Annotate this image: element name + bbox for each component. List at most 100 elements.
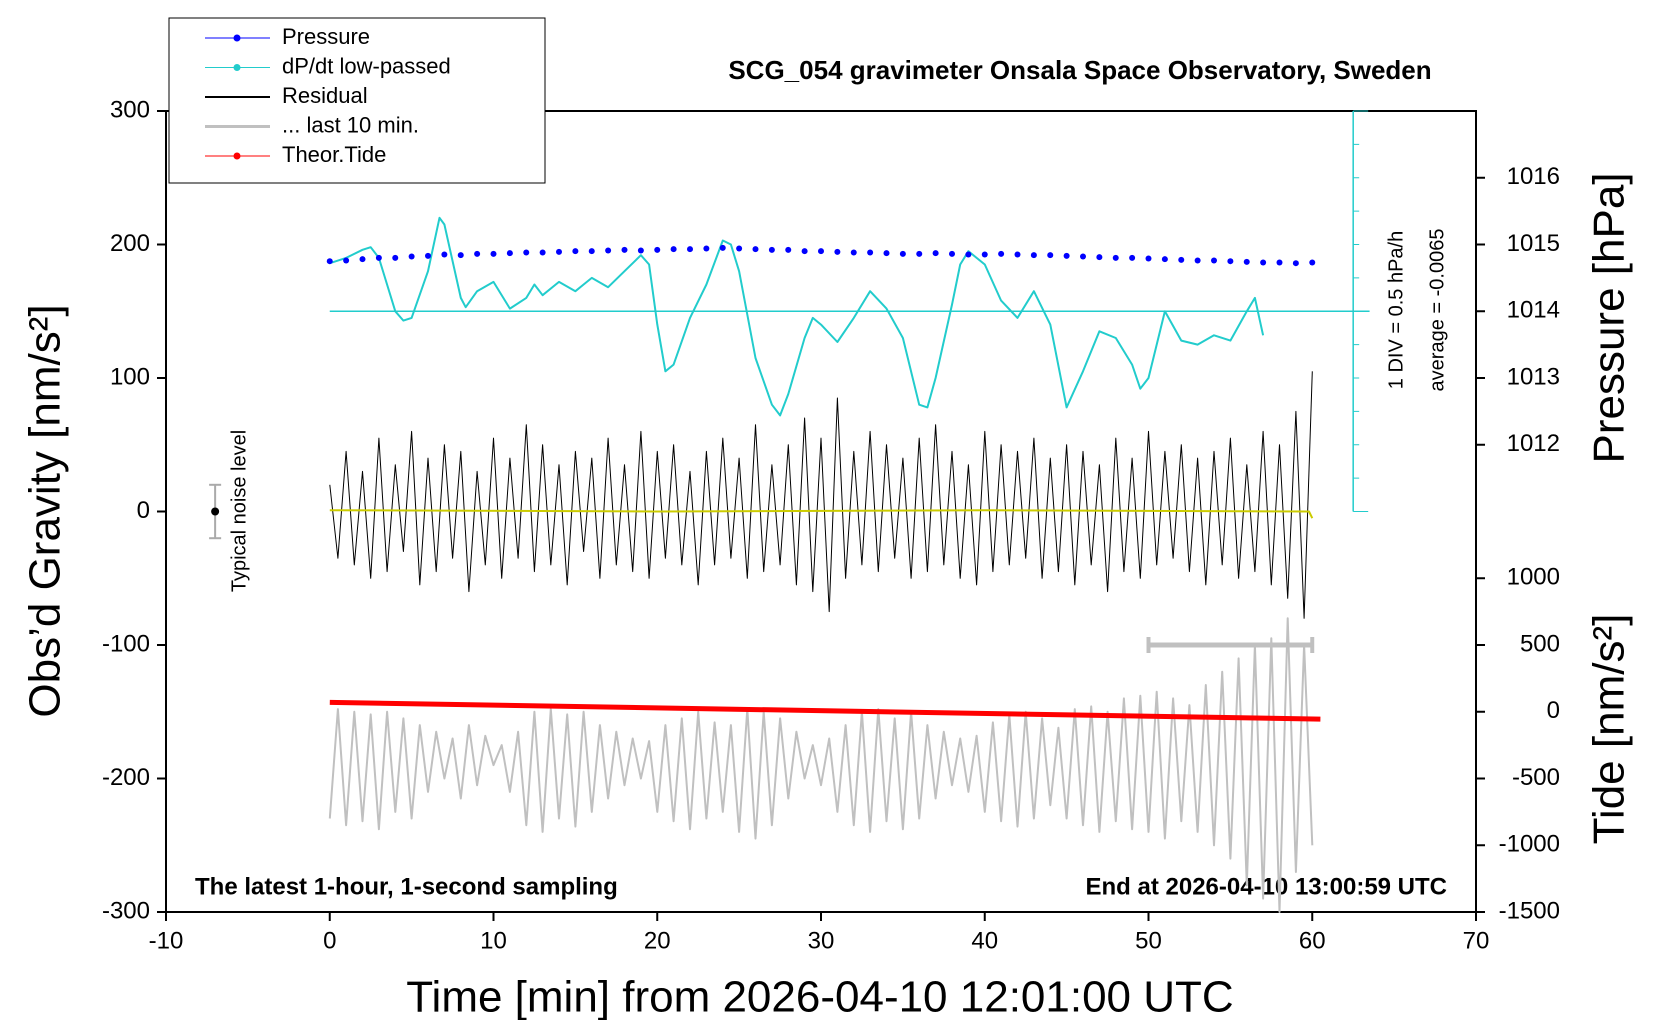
chart-title: SCG_054 gravimeter Onsala Space Observat… [728, 55, 1431, 85]
pressure-dot [768, 246, 775, 253]
x-tick-label: 50 [1135, 927, 1162, 954]
pressure-dot [1047, 252, 1054, 259]
pressure-dot [408, 253, 415, 260]
pressure-dot [539, 249, 546, 256]
legend-label: Pressure [282, 24, 370, 49]
pressure-dot [818, 248, 824, 255]
y2-tick-label: 1014 [1507, 297, 1560, 324]
legend-label: dP/dt low-passed [282, 53, 451, 78]
y2-axis-label: Pressure [hPa] [1585, 172, 1634, 463]
pressure-dot [981, 251, 988, 258]
x-tick-label: 70 [1463, 927, 1490, 954]
pressure-dot [1096, 254, 1103, 261]
pressure-dot [1227, 258, 1234, 265]
y3-tick-label: -500 [1512, 764, 1560, 791]
pressure-dot [801, 248, 808, 255]
pressure-dot [425, 252, 431, 259]
legend-label: Residual [282, 83, 368, 108]
y3-tick-label: 0 [1547, 697, 1560, 724]
x-tick-label: 0 [323, 927, 336, 954]
pressure-dot [1309, 259, 1316, 266]
series-line [329, 699, 1321, 722]
pressure-dot [1260, 259, 1267, 266]
pressure-dot [1145, 255, 1152, 262]
legend-marker [233, 34, 241, 42]
pressure-dot [916, 250, 923, 257]
y-tick-label: 200 [110, 230, 150, 257]
pressure-dot [375, 254, 382, 261]
pressure-dot [326, 258, 333, 265]
x-tick-label: 30 [808, 927, 835, 954]
x-tick-label: 40 [971, 927, 998, 954]
y3-tick-label: 1000 [1507, 564, 1560, 591]
x-tick-label: -10 [149, 927, 184, 954]
pressure-dot [1030, 252, 1037, 259]
pressure-dot [474, 250, 481, 257]
y2-tick-label: 1015 [1507, 230, 1560, 257]
pressure-dot [752, 246, 759, 253]
legend-marker [233, 152, 241, 160]
y3-axis-label: Tide [nm/s²] [1585, 614, 1634, 845]
y-tick-label: -100 [102, 630, 150, 657]
pressure-dot [621, 246, 628, 253]
noise-center [211, 507, 220, 516]
pressure-dot [1080, 253, 1086, 260]
pressure-dot [1161, 256, 1168, 263]
y-tick-label: 0 [137, 497, 150, 524]
pressure-dot [441, 251, 448, 258]
y2-tick-label: 1012 [1507, 430, 1560, 457]
pressure-dot [1243, 258, 1250, 265]
pressure-dot [736, 245, 743, 252]
y-tick-label: -300 [102, 897, 150, 924]
annotation: Typical noise level [228, 430, 250, 592]
annotation: The latest 1-hour, 1-second sampling [195, 873, 618, 900]
legend-label: ... last 10 min. [282, 112, 419, 137]
pressure-dot [965, 251, 972, 258]
x-tick-label: 20 [644, 927, 671, 954]
pressure-dot [949, 250, 955, 257]
pressure-dot [457, 252, 464, 259]
pressure-dot [1194, 257, 1201, 264]
pressure-dot [850, 249, 857, 256]
pressure-dot [654, 246, 661, 253]
pressure-dot [1178, 256, 1185, 263]
annotation: End at 2026-04-10 13:00:59 UTC [1086, 873, 1448, 900]
series-line [329, 216, 1265, 417]
legend-label: Theor.Tide [282, 142, 386, 167]
pressure-dot [490, 250, 497, 257]
y-tick-label: 300 [110, 96, 150, 123]
pressure-dot [359, 256, 366, 263]
legend-marker [233, 64, 241, 71]
series-line [329, 509, 1314, 519]
pressure-dot [998, 250, 1005, 257]
series-line [329, 371, 1313, 619]
pressure-dot [637, 247, 644, 254]
pressure-dot [605, 247, 612, 254]
pressure-dot [883, 250, 890, 257]
annotation: 1 DIV = 0.5 hPa/h [1385, 231, 1407, 389]
pressure-dot [1292, 260, 1299, 267]
pressure-dot [867, 249, 874, 256]
series-line [328, 617, 1314, 913]
annotation: average = -0.0065 [1426, 229, 1448, 392]
pressure-dot [1014, 251, 1021, 258]
pressure-dot [1129, 254, 1136, 261]
y3-tick-label: -1500 [1499, 897, 1560, 924]
pressure-dot [1211, 257, 1217, 264]
pressure-dot [343, 257, 350, 264]
x-tick-label: 10 [480, 927, 507, 954]
pressure-dot [1276, 259, 1283, 266]
y3-tick-label: 500 [1520, 630, 1560, 657]
pressure-dot [834, 248, 841, 255]
pressure-dot [506, 250, 513, 257]
pressure-dot [703, 245, 710, 252]
y-tick-label: 100 [110, 363, 150, 390]
y2-tick-label: 1013 [1507, 363, 1560, 390]
y2-tick-label: 1016 [1507, 163, 1560, 190]
pressure-dot [588, 248, 595, 255]
y-axis-label: Obs’d Gravity [nm/s²] [21, 304, 70, 717]
pressure-dot [899, 250, 906, 257]
pressure-dot [523, 249, 530, 256]
pressure-dot [1063, 252, 1070, 259]
pressure-dot [1112, 254, 1119, 261]
